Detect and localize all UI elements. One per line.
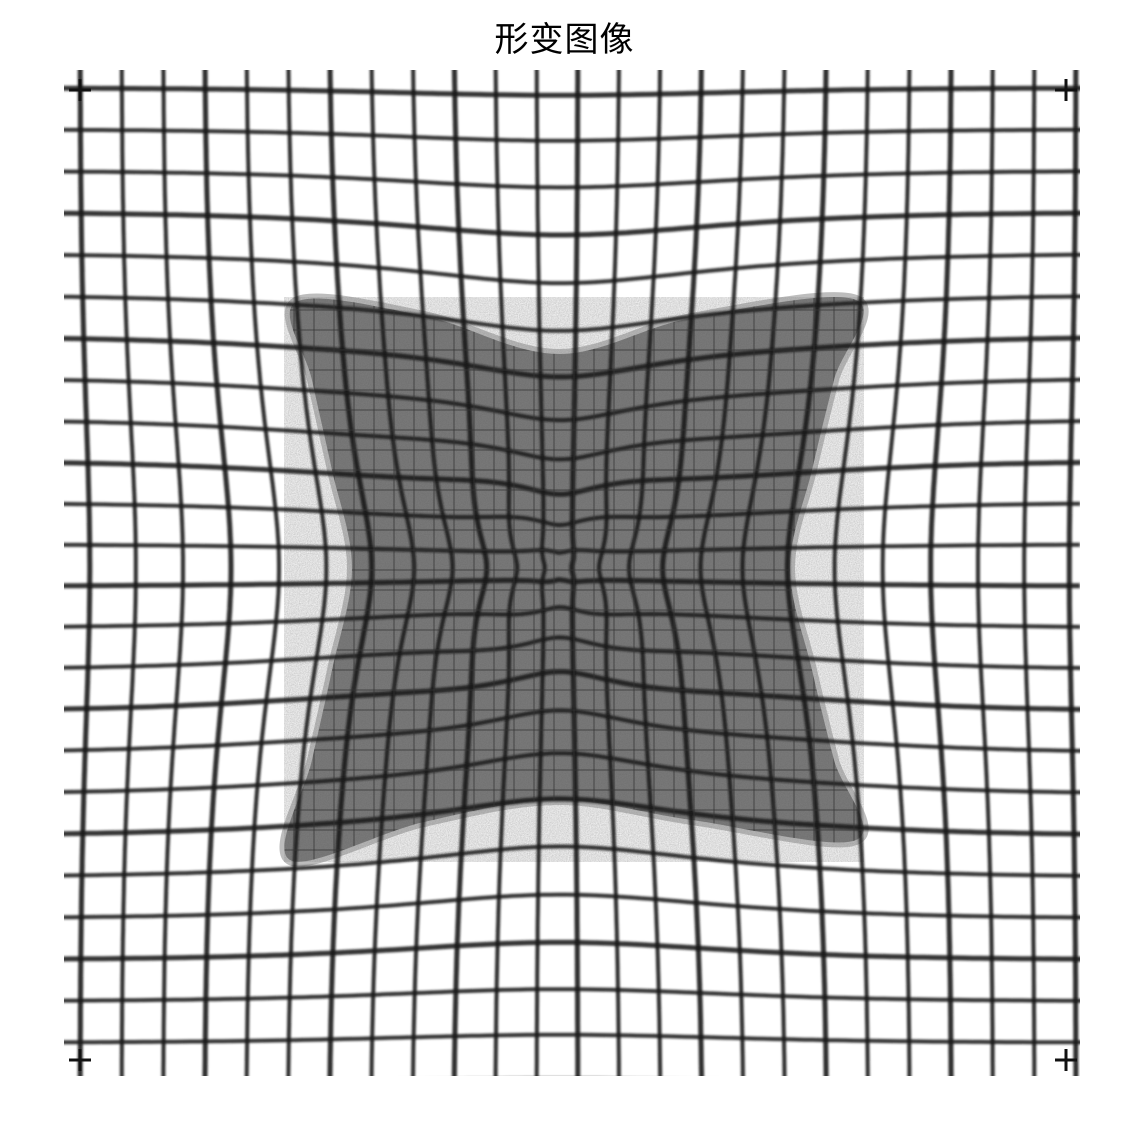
grid-line-horizontal — [64, 577, 1080, 589]
deformed-grid-image — [64, 70, 1080, 1076]
grid-line-vertical — [451, 70, 490, 1076]
grid-line-horizontal — [64, 542, 1080, 555]
grid-line-horizontal — [64, 635, 1080, 670]
grid-line-vertical — [832, 70, 870, 1076]
grid-line-horizontal — [64, 335, 1080, 380]
grid-line-horizontal — [64, 210, 1080, 238]
grid-line-horizontal — [64, 796, 1080, 837]
grid-line-vertical — [202, 70, 234, 1076]
grid-line-horizontal — [64, 1032, 1080, 1045]
grid-line-vertical — [928, 70, 954, 1076]
grid-line-vertical — [740, 70, 787, 1076]
grid-line-vertical — [244, 70, 281, 1076]
grid-line-horizontal — [64, 294, 1080, 333]
grid-line-vertical — [411, 70, 455, 1076]
vertical-grid-lines — [77, 70, 1079, 1076]
grid-line-vertical — [976, 70, 995, 1076]
grid-line-vertical — [880, 70, 912, 1076]
grid-line-horizontal — [64, 939, 1080, 962]
grid-line-horizontal — [64, 85, 1080, 98]
grid-line-horizontal — [64, 169, 1080, 190]
grid-line-horizontal — [64, 127, 1080, 143]
grid-line-vertical — [785, 70, 829, 1076]
grid-line-horizontal — [64, 377, 1080, 423]
grid-line-vertical — [119, 70, 138, 1076]
grid-line-horizontal — [64, 605, 1080, 629]
grid-line-vertical — [161, 70, 185, 1076]
grid-line-vertical — [286, 70, 329, 1076]
grid-line-horizontal — [64, 669, 1080, 712]
grid-line-vertical — [1066, 70, 1079, 1076]
figure-title: 形变图像 — [494, 20, 635, 60]
grid-line-horizontal — [64, 419, 1080, 462]
grid-line-horizontal — [64, 987, 1080, 1003]
grid-line-horizontal — [64, 844, 1080, 878]
grid-line-vertical — [77, 70, 93, 1076]
grid-line-vertical — [327, 70, 375, 1076]
grid-line-horizontal — [64, 460, 1080, 497]
grid-line-horizontal — [64, 751, 1080, 795]
grid-line-vertical — [660, 70, 705, 1076]
grid-line-vertical — [1022, 70, 1037, 1076]
corner-registration-marks — [69, 79, 1077, 1071]
grid-line-vertical — [698, 70, 745, 1076]
grid-line-horizontal — [64, 252, 1080, 286]
grid-line-horizontal — [64, 892, 1080, 920]
grid-line-horizontal — [64, 501, 1080, 528]
